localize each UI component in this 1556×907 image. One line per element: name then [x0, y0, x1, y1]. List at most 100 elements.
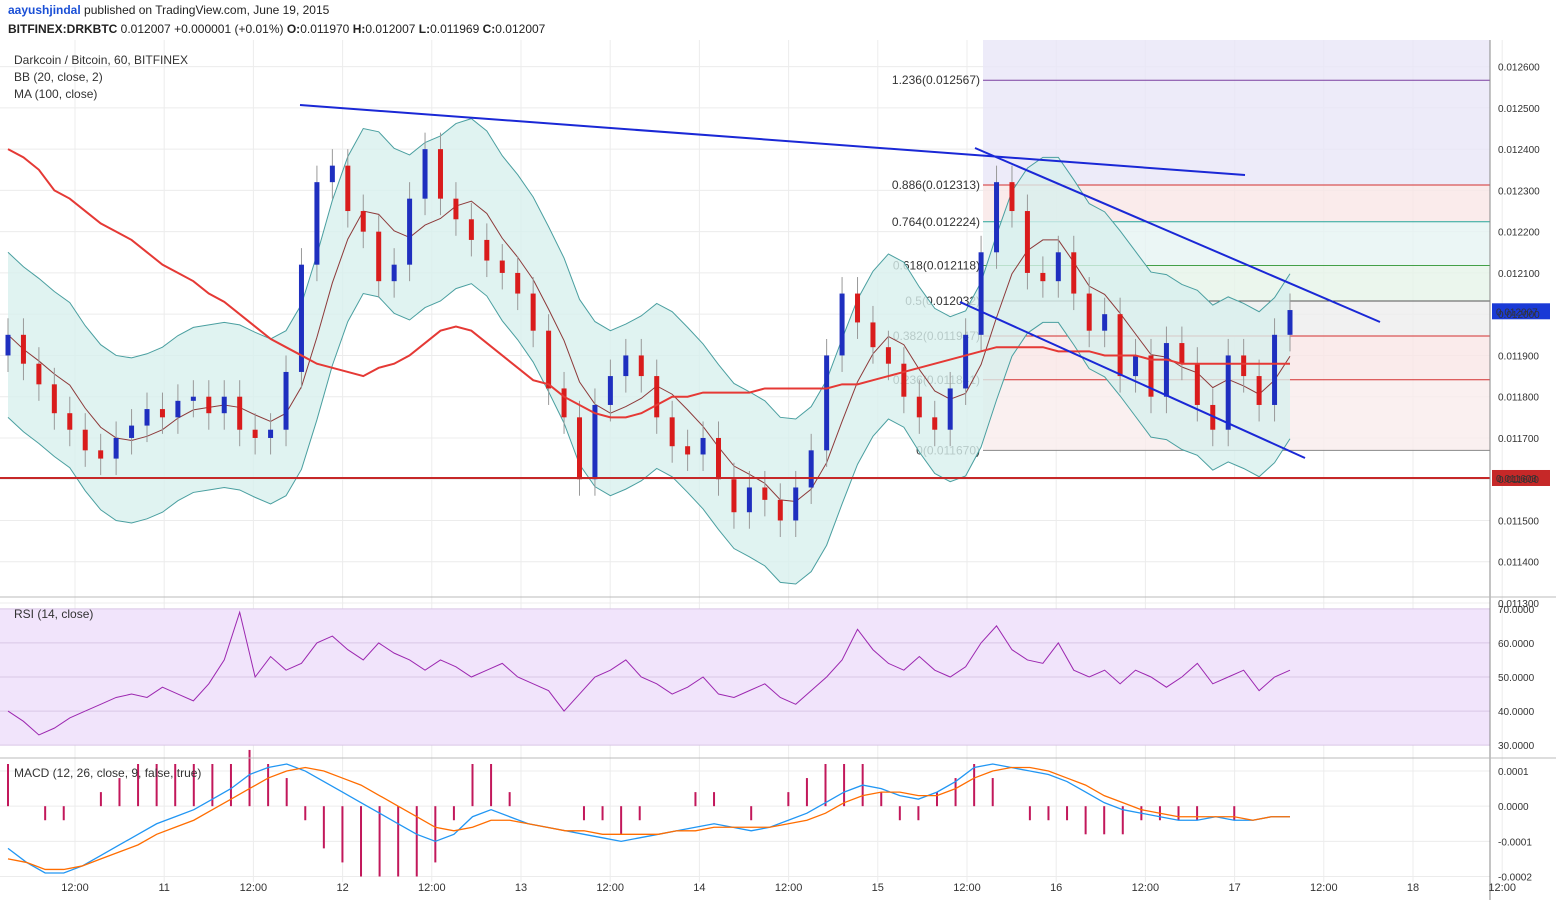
macd-panel: 0.0001 0.0000 -0.0001 -0.0002 — [0, 749, 1532, 883]
x-tick-label: 17 — [1228, 882, 1240, 894]
x-tick-label: 12:00 — [953, 882, 981, 894]
macd-tick-label: -0.0001 — [1498, 837, 1532, 848]
rsi-tick-label: 30.0000 — [1498, 741, 1535, 752]
rsi-tick-label: 60.0000 — [1498, 639, 1535, 650]
chart-canvas[interactable]: 1.236(0.012567) 0.886(0.012313) 0.764(0.01… — [0, 40, 1556, 907]
macd-tick-label: 0.0000 — [1498, 802, 1529, 813]
trendline — [974, 147, 1381, 323]
candle-body — [98, 450, 104, 459]
candle-body — [1040, 272, 1046, 282]
candle-body — [1086, 293, 1092, 331]
low-label: L: — [418, 22, 431, 36]
candle-body — [1287, 310, 1293, 335]
y-tick-label: 0.011500 — [1498, 516, 1539, 527]
macd-legend: MACD (12, 26, close, 9, false, true) — [14, 766, 201, 780]
x-tick-label: 18 — [1407, 882, 1419, 894]
bb-lower — [7, 283, 1291, 585]
x-tick-label: 14 — [693, 882, 705, 894]
candle-body — [731, 479, 737, 513]
y-tick-label: 0.012600 — [1498, 63, 1540, 74]
y-tick-label: 0.011700 — [1498, 434, 1539, 445]
candle-body — [1179, 343, 1185, 364]
candle-body — [1241, 355, 1247, 377]
candle-body — [1256, 376, 1262, 405]
candle-body — [360, 211, 366, 232]
last-price-label: 0.012007 — [1496, 307, 1538, 318]
candle-body — [298, 264, 304, 372]
candle-body — [221, 396, 227, 414]
candle-body — [885, 347, 891, 364]
x-tick-label: 12:00 — [418, 882, 446, 894]
moving-average-line: 0.011603 0.012007 — [0, 148, 1550, 486]
candle-body — [268, 429, 274, 438]
candle-body — [1225, 355, 1231, 430]
candle-body — [685, 446, 691, 455]
author-link[interactable]: aayushjindal — [8, 3, 81, 17]
symbol-name: BITFINEX:DRKBTC — [8, 22, 118, 36]
last-price-tag — [1492, 303, 1550, 320]
ma-legend: MA (100, close) — [14, 87, 97, 101]
candle-body — [5, 334, 11, 356]
signal-line — [7, 766, 1290, 871]
candle-body — [190, 396, 196, 401]
candle-body — [1071, 252, 1077, 294]
y-tick-label: 0.012200 — [1498, 228, 1540, 239]
candle-body — [1055, 252, 1061, 282]
open-label: O: — [286, 22, 301, 36]
candle-body — [546, 330, 552, 389]
y-tick-label: 0.011900 — [1498, 351, 1539, 362]
candle-body — [314, 182, 320, 265]
candle-body — [870, 322, 876, 348]
candle-body — [468, 219, 474, 240]
candle-body — [932, 417, 938, 430]
candle-body — [51, 384, 57, 414]
close-label: C: — [482, 22, 496, 36]
fib-level-label: 0.764(0.012224) — [892, 215, 980, 229]
x-tick-label: 12:00 — [1488, 882, 1516, 894]
trendline — [959, 301, 1306, 459]
x-tick-label: 15 — [872, 882, 884, 894]
candle-body — [592, 404, 598, 480]
fib-level-label: 0.886(0.012313) — [892, 178, 980, 192]
y-tick-label: 0.012300 — [1498, 186, 1540, 197]
support-price-label: 0.011603 — [1496, 474, 1537, 485]
publish-text: published on TradingView.com, June 19, 2… — [84, 3, 330, 17]
candle-body — [808, 450, 814, 488]
rsi-tick-label: 40.0000 — [1498, 707, 1535, 718]
rsi-line — [7, 610, 1291, 736]
candle-body — [515, 272, 521, 294]
publish-line: aayushjindal published on TradingView.co… — [8, 3, 329, 17]
candle-body — [1009, 182, 1015, 212]
candle-body — [916, 396, 922, 418]
y-tick-label: 0.011400 — [1498, 558, 1539, 569]
candle-body — [159, 409, 165, 418]
x-tick-label: 12:00 — [775, 882, 803, 894]
y-tick-label: 0.012500 — [1498, 104, 1540, 115]
candle-body — [824, 355, 830, 451]
candle-body — [777, 499, 783, 521]
candle-body — [762, 487, 768, 500]
macd-tick-label: -0.0002 — [1498, 872, 1532, 883]
high-value: 0.012007 — [365, 22, 416, 36]
candle-body — [237, 396, 243, 430]
candle-body — [1272, 334, 1278, 405]
x-tick-label: 12 — [336, 882, 348, 894]
y-tick-label: 0.011300 — [1498, 599, 1539, 610]
candle-body — [793, 487, 799, 521]
support-price-tag — [1492, 469, 1550, 486]
candle-body — [576, 417, 582, 480]
candle-body — [994, 182, 1000, 253]
candle-body — [376, 231, 382, 282]
x-tick-label: 12:00 — [1132, 882, 1160, 894]
y-tick-label: 0.011800 — [1498, 393, 1539, 404]
bb-legend: BB (20, close, 2) — [14, 70, 103, 84]
rsi-legend: RSI (14, close) — [14, 607, 93, 621]
low-value: 0.011969 — [430, 22, 480, 36]
last-price: 0.012007 — [120, 22, 171, 36]
x-tick-label: 12:00 — [240, 882, 268, 894]
candle-body — [422, 149, 428, 199]
chart-header: aayushjindal published on TradingView.co… — [0, 0, 1556, 40]
candle-body — [1148, 355, 1154, 397]
trendlines — [299, 104, 1381, 459]
candle-body — [129, 425, 135, 438]
